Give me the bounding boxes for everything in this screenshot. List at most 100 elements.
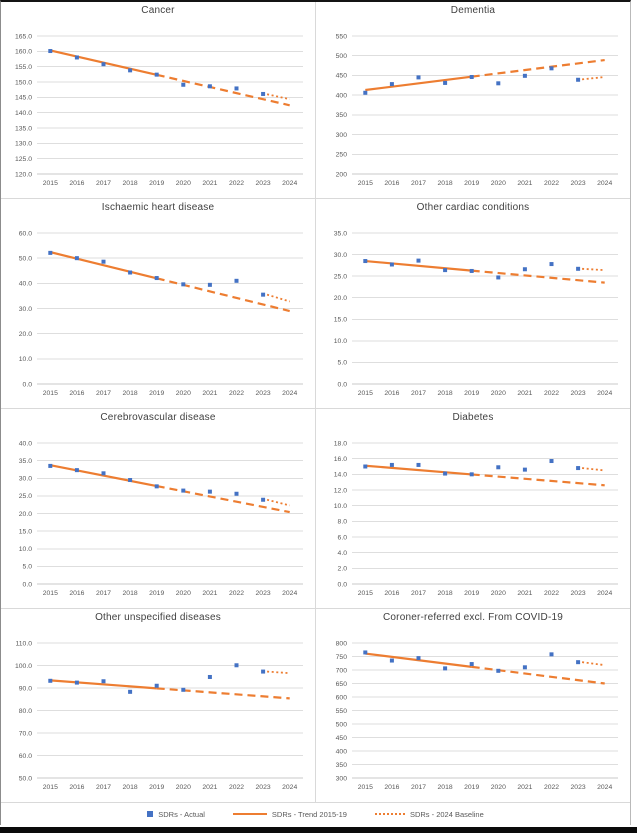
actual-data-point: [416, 75, 421, 80]
y-axis-tick-label: 90.0: [19, 685, 32, 692]
x-axis-tick-label: 2017: [411, 390, 426, 397]
trend-line-dashed: [156, 277, 290, 313]
baseline-line-dotted: [266, 498, 290, 507]
x-axis-tick-label: 2023: [256, 784, 271, 791]
actual-data-point: [154, 276, 159, 281]
trend-line-solid: [365, 259, 472, 272]
y-axis-tick-label: 450: [336, 73, 348, 80]
y-axis-tick-label: 25.0: [334, 273, 347, 280]
x-axis-tick-label: 2018: [438, 390, 453, 397]
x-axis-tick-label: 2018: [438, 784, 453, 791]
actual-data-point: [522, 73, 527, 78]
trend-line-solid: [365, 464, 472, 476]
y-axis-tick-label: 60.0: [19, 230, 32, 237]
y-axis-tick-label: 5.0: [338, 360, 348, 367]
y-axis-tick-label: 100.0: [15, 663, 32, 670]
trend-line-solid: [50, 251, 157, 280]
y-axis-tick-label: 120.0: [15, 171, 32, 178]
y-axis-tick-label: 140.0: [15, 110, 32, 117]
actual-data-point: [469, 662, 474, 667]
actual-data-point: [416, 656, 421, 661]
actual-data-point: [234, 491, 239, 496]
y-axis-tick-label: 50.0: [19, 775, 32, 782]
x-axis-tick-label: 2021: [517, 180, 532, 187]
actual-data-point: [234, 278, 239, 283]
legend-item-actual: SDRs - Actual: [147, 810, 205, 819]
x-axis-tick-label: 2020: [176, 180, 191, 187]
y-axis-tick-label: 150.0: [15, 79, 32, 86]
x-axis-tick-label: 2023: [571, 784, 586, 791]
actual-data-point: [416, 258, 421, 263]
y-axis-tick-label: 18.0: [334, 440, 347, 447]
chart-title: Diabetes: [452, 412, 494, 423]
x-axis-tick-label: 2023: [571, 590, 586, 597]
trend-line-solid: [50, 464, 157, 488]
actual-data-point: [443, 268, 448, 273]
actual-data-point: [101, 679, 106, 684]
chart-plot: 165.0 160.0 155.0 150.0 145.0 140.0 135.0 130.0…: [15, 33, 303, 187]
actual-data-point: [549, 262, 554, 267]
actual-data-point: [128, 478, 133, 483]
trend-line-solid: [50, 679, 157, 690]
baseline-line-dotted: [582, 467, 605, 472]
x-axis-tick-label: 2018: [123, 180, 138, 187]
x-axis-tick-label: 2022: [544, 180, 559, 187]
chart-legend: SDRs - Actual SDRs - Trend 2015-19 SDRs …: [1, 803, 630, 825]
y-axis-tick-label: 300: [336, 775, 348, 782]
x-axis-tick-label: 2024: [597, 784, 612, 791]
y-axis-tick-label: 30.0: [19, 476, 32, 483]
x-axis-tick-label: 2016: [69, 784, 84, 791]
chart-panel-other-unspecified-diseases: Other unspecified diseases 110.0 100.0 90.…: [1, 609, 316, 803]
y-axis-tick-label: 6.0: [338, 534, 348, 541]
actual-data-point: [48, 463, 53, 468]
actual-data-point: [154, 683, 159, 688]
chart-title: Ischaemic heart disease: [101, 202, 215, 213]
y-axis-tick-label: 8.0: [338, 519, 348, 526]
y-axis-tick-label: 155.0: [15, 64, 32, 71]
chart-plot: 550 500 450 400 350 300 250 200 2015 2016 2017 2018…: [336, 33, 618, 187]
y-axis-tick-label: 0.0: [23, 581, 33, 588]
actual-data-point: [128, 270, 133, 275]
actual-data-point: [389, 262, 394, 267]
y-axis-tick-label: 15.0: [334, 317, 347, 324]
legend-item-trend: SDRs - Trend 2015-19: [232, 810, 347, 819]
actual-data-point: [496, 275, 501, 280]
y-axis-tick-label: 135.0: [15, 125, 32, 132]
chart-panel-diabetes: Diabetes 18.0 16.0 14.0 12.0 10.0 8.0 6.0 4.0 2.…: [316, 409, 630, 609]
y-axis-tick-label: 600: [336, 694, 348, 701]
x-axis-tick-label: 2018: [123, 784, 138, 791]
x-axis-tick-label: 2019: [464, 590, 479, 597]
actual-data-point: [181, 282, 186, 287]
y-axis-tick-label: 0.0: [23, 381, 33, 388]
chart-title: Cerebrovascular disease: [100, 412, 216, 423]
x-axis-tick-label: 2024: [597, 590, 612, 597]
x-axis-tick-label: 2019: [149, 390, 164, 397]
trend-line-dashed: [156, 484, 290, 514]
chart-panel-other-cardiac-conditions: Other cardiac conditions 35.0 30.0 25.0 20.…: [316, 199, 630, 409]
orange-solid-line-icon: [232, 813, 267, 815]
y-axis-tick-label: 50.0: [19, 255, 32, 262]
x-axis-tick-label: 2022: [229, 590, 244, 597]
actual-data-point: [522, 267, 527, 272]
actual-data-point: [181, 82, 186, 87]
x-axis-tick-label: 2024: [597, 180, 612, 187]
x-axis-tick-label: 2017: [96, 180, 111, 187]
y-axis-tick-label: 16.0: [334, 456, 347, 463]
chart-title: Cancer: [141, 5, 175, 16]
y-axis-tick-label: 200: [336, 171, 348, 178]
x-axis-tick-label: 2019: [149, 180, 164, 187]
x-axis-tick-label: 2021: [517, 390, 532, 397]
actual-data-point: [207, 674, 212, 679]
y-axis-tick-label: 125.0: [15, 156, 32, 163]
actual-data-point: [576, 77, 581, 82]
y-axis-tick-label: 12.0: [334, 487, 347, 494]
x-axis-tick-label: 2019: [149, 590, 164, 597]
chart-title: Other cardiac conditions: [416, 202, 530, 213]
actual-data-point: [261, 497, 266, 502]
chart-plot: 60.0 50.0 40.0 30.0 20.0 10.0 0.0 2015 2016 2017 2…: [19, 230, 303, 397]
actual-data-point: [181, 687, 186, 692]
actual-data-point: [389, 462, 394, 467]
x-axis-tick-label: 2016: [69, 390, 84, 397]
x-axis-tick-label: 2019: [464, 784, 479, 791]
y-axis-tick-label: 350: [336, 112, 348, 119]
